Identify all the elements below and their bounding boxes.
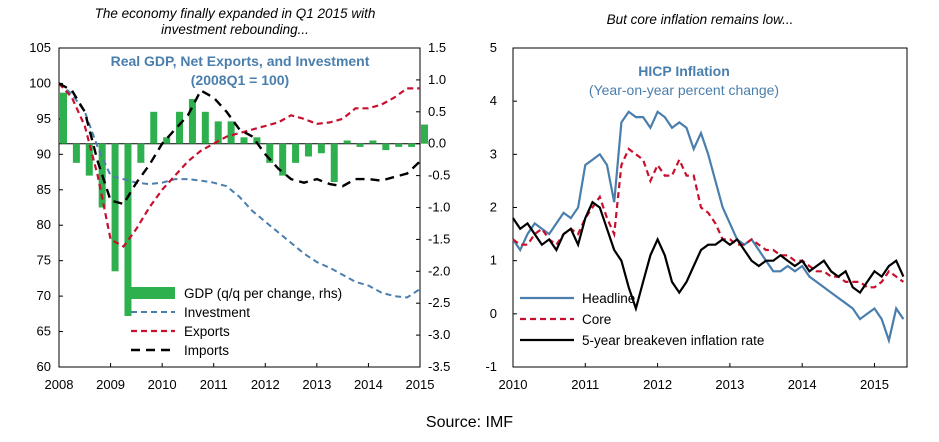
gdp-bar bbox=[356, 143, 364, 147]
breakeven-line bbox=[512, 200, 905, 313]
left-y-tick-label: 100 bbox=[29, 75, 51, 90]
left-y-tick-label: 85 bbox=[37, 182, 51, 197]
left-chart-subtitle: (2008Q1 = 100) bbox=[191, 72, 289, 88]
right-chart-x-tick-label: 2015 bbox=[860, 377, 889, 392]
source-note: Source: IMF bbox=[425, 414, 514, 431]
gdp-bar bbox=[227, 121, 235, 144]
right-chart-x-tick-label: 2013 bbox=[715, 377, 744, 392]
left-chart: 105 100 95 90 85 80 75 70 65 60 1.5 1.0 0.5 0.0 -0.5 -1… bbox=[29, 40, 450, 392]
left-y-tick-label: 75 bbox=[37, 253, 51, 268]
right-chart-x-tick-label: 2010 bbox=[499, 377, 528, 392]
charts-canvas: 10510095908580757065601.51.00.50.0-0.5-1… bbox=[29, 40, 908, 392]
right-y-tick-label: 1.5 bbox=[428, 40, 446, 55]
right-y-tick-label: -2.5 bbox=[428, 295, 450, 310]
gdp-bar bbox=[343, 140, 351, 144]
gdp-bar bbox=[253, 137, 261, 144]
right-chart-y-tick-label: 4 bbox=[490, 93, 497, 108]
gdp-bar bbox=[188, 99, 196, 144]
right-y-tick-label: -1.5 bbox=[428, 231, 450, 246]
left-x-tick-label: 2014 bbox=[354, 377, 383, 392]
gdp-bar bbox=[266, 143, 274, 163]
right-y-tick-label: 0.0 bbox=[428, 136, 446, 151]
gdp-bar bbox=[330, 143, 338, 182]
right-chart-y-tick-label: 5 bbox=[490, 40, 497, 55]
left-panel-title: The economy finally expanded in Q1 2015 … bbox=[94, 6, 376, 37]
left-x-tick-label: 2013 bbox=[302, 377, 331, 392]
legend-entry: Imports bbox=[184, 343, 229, 358]
gdp-bar bbox=[214, 121, 222, 144]
right-chart-y-tick-label: 0 bbox=[490, 306, 497, 321]
left-y-tick-label: 95 bbox=[37, 111, 51, 126]
gdp-bar bbox=[317, 143, 325, 154]
gdp-bar bbox=[124, 143, 132, 316]
gdp-bar bbox=[421, 124, 428, 144]
gdp-bar bbox=[395, 143, 403, 147]
right-chart-x-tick-label: 2014 bbox=[788, 377, 817, 392]
right-chart-title: HICP Inflation bbox=[638, 63, 730, 79]
gdp-bar bbox=[369, 140, 377, 144]
right-chart-y-tick-label: 3 bbox=[490, 146, 497, 161]
right-chart-y-tick-label: 1 bbox=[490, 253, 497, 268]
gdp-bar bbox=[137, 143, 145, 163]
legend-entry: 5-year breakeven inflation rate bbox=[582, 333, 764, 348]
right-y-tick-label: -3.5 bbox=[428, 359, 450, 374]
gdp-bar bbox=[201, 111, 209, 144]
left-y-tick-label: 90 bbox=[37, 146, 51, 161]
left-x-tick-label: 2008 bbox=[45, 377, 74, 392]
right-panel-title: But core inflation remains low... bbox=[606, 12, 794, 27]
right-chart-subtitle: (Year-on-year percent change) bbox=[589, 82, 779, 98]
gdp-bar bbox=[176, 111, 184, 144]
gdp-bar bbox=[85, 143, 93, 176]
gdp-bar bbox=[382, 143, 390, 151]
gdp-bar bbox=[60, 92, 67, 144]
legend-entry: Core bbox=[582, 312, 611, 327]
right-y-tick-label: -3.0 bbox=[428, 327, 450, 342]
right-y-tick-label: 1.0 bbox=[428, 72, 446, 87]
left-chart-title: Real GDP, Net Exports, and Investment bbox=[111, 53, 370, 69]
legend-entry: GDP (q/q per change, rhs) bbox=[184, 286, 342, 301]
left-x-tick-label: 2010 bbox=[148, 377, 177, 392]
right-y-tick-label: -2.0 bbox=[428, 263, 450, 278]
imports-line bbox=[58, 82, 421, 206]
right-chart-x-tick-label: 2011 bbox=[571, 377, 599, 392]
investment-line bbox=[58, 82, 421, 299]
gdp-bar bbox=[240, 137, 248, 144]
legend-gdp-swatch bbox=[131, 287, 175, 299]
gdp-bar bbox=[150, 111, 158, 144]
headline-line bbox=[512, 110, 905, 345]
right-chart-x-tick-label: 2012 bbox=[643, 377, 672, 392]
right-y-tick-label: 0.5 bbox=[428, 104, 446, 119]
gdp-bar bbox=[292, 143, 300, 163]
right-y-tick-label: -0.5 bbox=[428, 168, 450, 183]
legend-entry: Headline bbox=[582, 291, 635, 306]
gdp-bar bbox=[111, 143, 119, 272]
legend-entry: Exports bbox=[184, 324, 230, 339]
gdp-bar bbox=[304, 143, 312, 157]
left-y-tick-label: 105 bbox=[29, 40, 51, 55]
left-x-tick-label: 2015 bbox=[406, 377, 435, 392]
gdp-bar bbox=[163, 137, 171, 144]
legend-entry: Investment bbox=[184, 305, 250, 320]
left-y-tick-label: 60 bbox=[37, 359, 51, 374]
gdp-bar bbox=[72, 143, 80, 163]
right-chart-y-tick-label: 2 bbox=[490, 200, 497, 215]
right-chart-y-tick-label: -1 bbox=[485, 359, 497, 374]
gdp-bar bbox=[279, 143, 287, 176]
left-y-tick-label: 80 bbox=[37, 217, 51, 232]
right-y-tick-label: -1.0 bbox=[428, 200, 450, 215]
left-x-tick-label: 2011 bbox=[200, 377, 228, 392]
left-x-tick-label: 2009 bbox=[96, 377, 125, 392]
gdp-bar bbox=[408, 143, 416, 147]
left-x-tick-label: 2012 bbox=[251, 377, 280, 392]
left-y-tick-label: 65 bbox=[37, 324, 51, 339]
left-y-tick-label: 70 bbox=[37, 288, 51, 303]
